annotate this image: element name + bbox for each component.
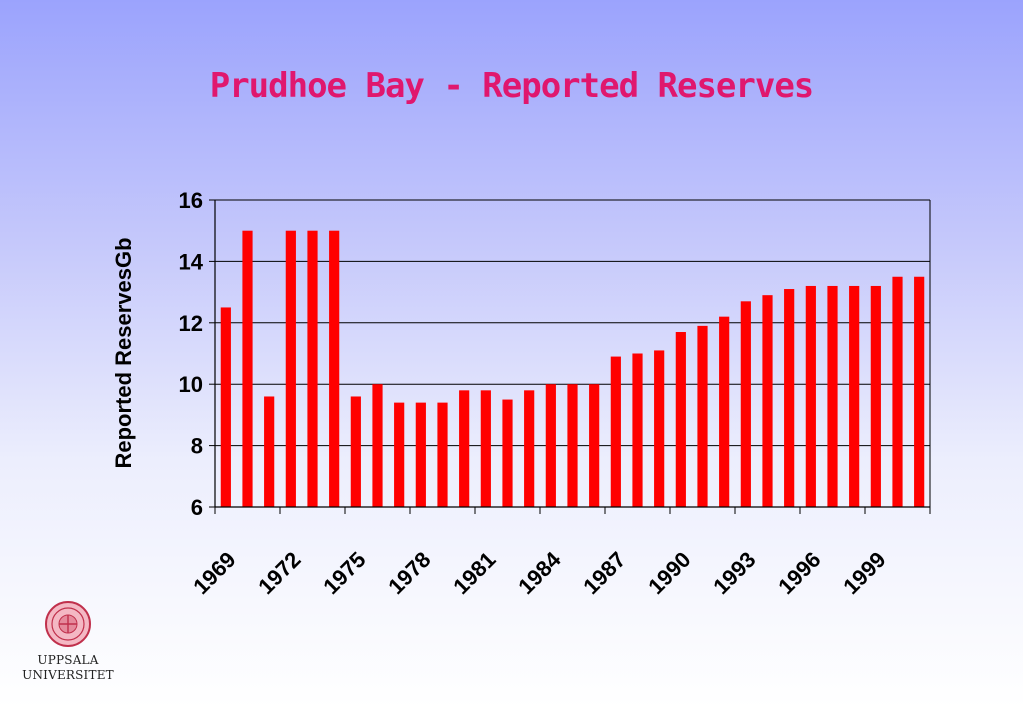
x-tick-label: 1981: [448, 547, 500, 599]
bar-1985: [567, 384, 578, 507]
bar-1982: [502, 399, 513, 507]
y-tick-label: 6: [191, 495, 203, 520]
bar-1975: [350, 396, 361, 507]
x-tick-label: 1996: [773, 547, 825, 599]
bar-1981: [480, 390, 491, 507]
x-tick-label: 1990: [643, 547, 695, 599]
axes: [209, 199, 931, 514]
x-tick-labels: 1969 1972 1975 1978 1981 1984 1987 1990 1993 1996…: [188, 546, 890, 599]
bar-1992: [719, 316, 730, 507]
bar-1971: [264, 396, 275, 507]
x-tick-label: 1984: [513, 546, 566, 599]
x-tick-label: 1987: [578, 547, 630, 599]
logo-line-1: UPPSALA: [37, 653, 99, 667]
bar-1973: [307, 230, 318, 507]
bar-1998: [849, 285, 860, 507]
y-tick-label: 14: [179, 249, 204, 274]
bar-1974: [329, 230, 340, 507]
y-tick-labels: 6 8 10 12 14 16: [179, 188, 204, 520]
bar-1997: [827, 285, 838, 507]
bar-1978: [415, 402, 426, 507]
bars: [220, 230, 925, 507]
bar-1987: [610, 356, 621, 507]
uppsala-seal-icon: [45, 601, 91, 647]
bar-1988: [632, 353, 643, 507]
bar-1970: [242, 230, 253, 507]
y-axis-label: Reported ReservesGb: [111, 237, 136, 468]
university-logo: UPPSALA UNIVERSITET: [18, 600, 118, 683]
y-tick-label: 12: [179, 311, 203, 336]
x-tick-label: 1978: [383, 547, 435, 599]
bar-1994: [762, 295, 773, 507]
x-tick-label: 1972: [253, 547, 305, 599]
bar-2001: [914, 276, 925, 507]
bar-1983: [524, 390, 535, 507]
bar-1995: [784, 289, 795, 507]
x-tick-label: 1969: [188, 547, 240, 599]
bar-1989: [654, 350, 665, 507]
bar-1969: [220, 307, 231, 507]
y-tick-label: 10: [179, 372, 203, 397]
bar-1991: [697, 325, 708, 507]
bar-1986: [589, 384, 600, 507]
x-tick-label: 1999: [838, 547, 890, 599]
bar-1980: [459, 390, 470, 507]
logo-line-2: UNIVERSITET: [22, 668, 114, 682]
bar-1979: [437, 402, 448, 507]
bar-1999: [870, 285, 881, 507]
bar-1972: [285, 230, 296, 507]
bar-1996: [805, 285, 816, 507]
bar-1993: [740, 301, 751, 507]
slide-title: Prudhoe Bay - Reported Reserves: [209, 66, 815, 106]
bar-1977: [394, 402, 405, 507]
bar-1984: [545, 384, 556, 507]
bar-1976: [372, 384, 383, 507]
x-tick-label: 1993: [708, 547, 760, 599]
x-tick-label: 1975: [318, 547, 370, 599]
bar-2000: [892, 276, 903, 507]
bar-1990: [675, 332, 686, 507]
y-tick-label: 8: [191, 434, 203, 459]
y-tick-label: 16: [179, 188, 203, 213]
